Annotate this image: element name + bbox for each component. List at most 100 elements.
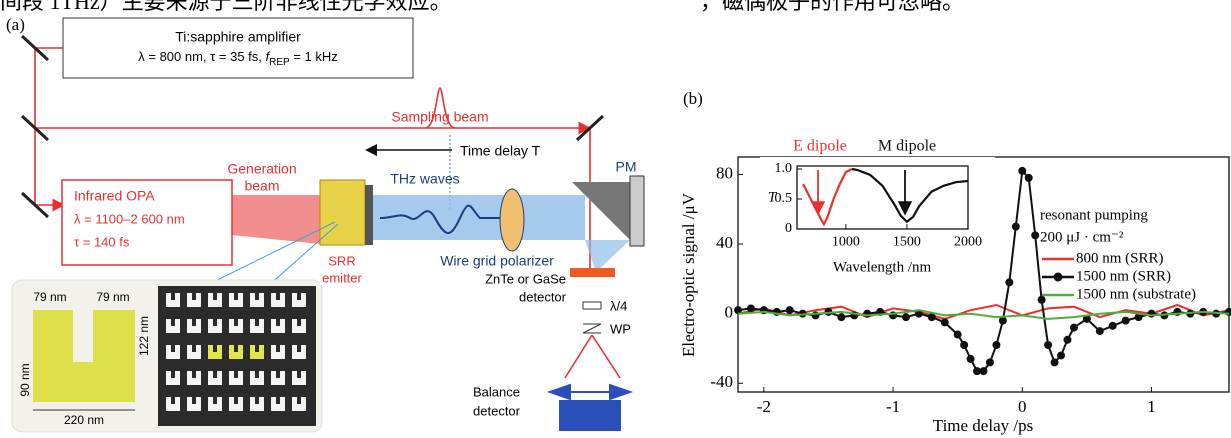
point bbox=[746, 304, 755, 313]
params: = 1 kHz bbox=[290, 49, 338, 64]
opa-box bbox=[61, 179, 233, 266]
legend-label: 1500 nm (SRR) bbox=[1076, 268, 1171, 284]
srr-cell bbox=[187, 345, 201, 359]
srr-cell bbox=[208, 293, 222, 307]
srr-cell bbox=[271, 293, 285, 307]
srr-cell bbox=[229, 293, 243, 307]
y-axis-label: Electro-optic signal /μV bbox=[679, 192, 698, 357]
srr-cell bbox=[166, 397, 180, 411]
point bbox=[1057, 351, 1066, 360]
generation-beam bbox=[232, 195, 330, 245]
quarter-wave-label: λ/4 bbox=[610, 298, 627, 313]
point bbox=[1082, 314, 1091, 323]
srr-cell bbox=[292, 345, 306, 359]
series-line bbox=[851, 167, 969, 224]
leader-lines bbox=[204, 221, 339, 287]
opa-title: Infrared OPA bbox=[74, 188, 155, 204]
point bbox=[1108, 321, 1117, 330]
srr-cell bbox=[166, 319, 180, 333]
point bbox=[940, 318, 949, 327]
point bbox=[837, 313, 846, 322]
point bbox=[734, 306, 742, 315]
detector-crystal bbox=[570, 268, 615, 277]
y-tick-label: 0.5 bbox=[775, 191, 793, 206]
srr-cell bbox=[166, 371, 180, 385]
x-tick-label: 2000 bbox=[954, 235, 982, 250]
srr-cell bbox=[250, 319, 264, 333]
x-axis-label: Time delay /ps bbox=[933, 416, 1033, 435]
balance-detector bbox=[546, 383, 634, 431]
srr-cell bbox=[166, 345, 180, 359]
point bbox=[985, 358, 994, 367]
polarizer-label: Wire grid polarizer bbox=[440, 253, 554, 269]
point bbox=[1069, 323, 1078, 332]
point bbox=[1005, 278, 1014, 287]
point bbox=[973, 367, 982, 376]
srr-unit bbox=[33, 310, 135, 402]
srr-cell bbox=[229, 345, 243, 359]
legend-title: 200 μJ · cm⁻² bbox=[1040, 229, 1124, 245]
srr-emitter bbox=[319, 179, 366, 246]
panel-a: (a) Ti:sapphire amplifier λ = 800 nm, τ … bbox=[6, 15, 645, 433]
point bbox=[1018, 166, 1027, 175]
x-tick-label: 1500 bbox=[893, 235, 921, 250]
y-tick-label: 0 bbox=[725, 303, 734, 322]
time-delay-label: Time delay T bbox=[460, 143, 541, 159]
thz-label: THz waves bbox=[390, 171, 459, 187]
srr-cell bbox=[187, 293, 201, 307]
point bbox=[785, 306, 794, 315]
parabolic-mirror bbox=[572, 182, 630, 240]
srr-cell bbox=[292, 319, 306, 333]
srr-cell bbox=[208, 319, 222, 333]
point bbox=[1024, 173, 1033, 182]
panel-label: (a) bbox=[6, 15, 25, 34]
srr-cell bbox=[250, 345, 264, 359]
dimension: 79 nm bbox=[33, 290, 66, 304]
point bbox=[1147, 309, 1156, 318]
balance-label: Balance bbox=[473, 384, 520, 399]
srr-cell bbox=[187, 397, 201, 411]
point bbox=[1095, 327, 1104, 336]
inset-y-label: T bbox=[768, 189, 778, 205]
legend-title: resonant pumping bbox=[1040, 207, 1148, 223]
srr-cell bbox=[208, 345, 222, 359]
plot-area bbox=[796, 165, 969, 230]
point bbox=[1050, 358, 1059, 367]
caption-right: ，磁偶极子的作用可忽略。 bbox=[700, 0, 964, 14]
polarizer bbox=[499, 188, 525, 252]
annotation: E dipole bbox=[793, 138, 847, 155]
point bbox=[1011, 222, 1020, 231]
legend-label: 800 nm (SRR) bbox=[1076, 250, 1164, 266]
point bbox=[863, 309, 872, 318]
srr-cell bbox=[229, 371, 243, 385]
opa-wavelength: λ = 1100–2 600 nm bbox=[74, 211, 185, 226]
generation-label: beam bbox=[244, 178, 279, 194]
y-tick-label: 40 bbox=[716, 233, 733, 252]
point bbox=[998, 316, 1007, 325]
annotation: M dipole bbox=[878, 138, 936, 155]
srr-cell bbox=[250, 371, 264, 385]
srr-cell bbox=[292, 371, 306, 385]
params: f bbox=[266, 49, 271, 64]
legend-marker bbox=[1053, 272, 1063, 282]
caption: 间段 1THz）主要来源于三阶非线性光学效应。 ，磁偶极子的作用可忽略。 bbox=[0, 0, 964, 14]
detector-label: detector bbox=[519, 289, 567, 304]
panel-label: (b) bbox=[683, 89, 703, 108]
opa-duration: τ = 140 fs bbox=[74, 234, 130, 249]
srr-label: emitter bbox=[322, 270, 362, 285]
thz-focus bbox=[585, 240, 630, 272]
y-tick-label: 1.0 bbox=[775, 161, 793, 176]
srr-cell bbox=[187, 319, 201, 333]
point bbox=[914, 309, 923, 318]
srr-cell bbox=[208, 371, 222, 385]
dimension: 220 nm bbox=[64, 413, 104, 427]
srr-cell bbox=[271, 319, 285, 333]
sampling-beam-label: Sampling beam bbox=[391, 109, 488, 125]
y-tick-label: 0 bbox=[785, 221, 792, 236]
balance-label: detector bbox=[473, 403, 521, 418]
srr-cell bbox=[292, 293, 306, 307]
x-tick-label: 1000 bbox=[832, 235, 860, 250]
point bbox=[960, 341, 969, 349]
mirror-mount bbox=[629, 175, 645, 247]
